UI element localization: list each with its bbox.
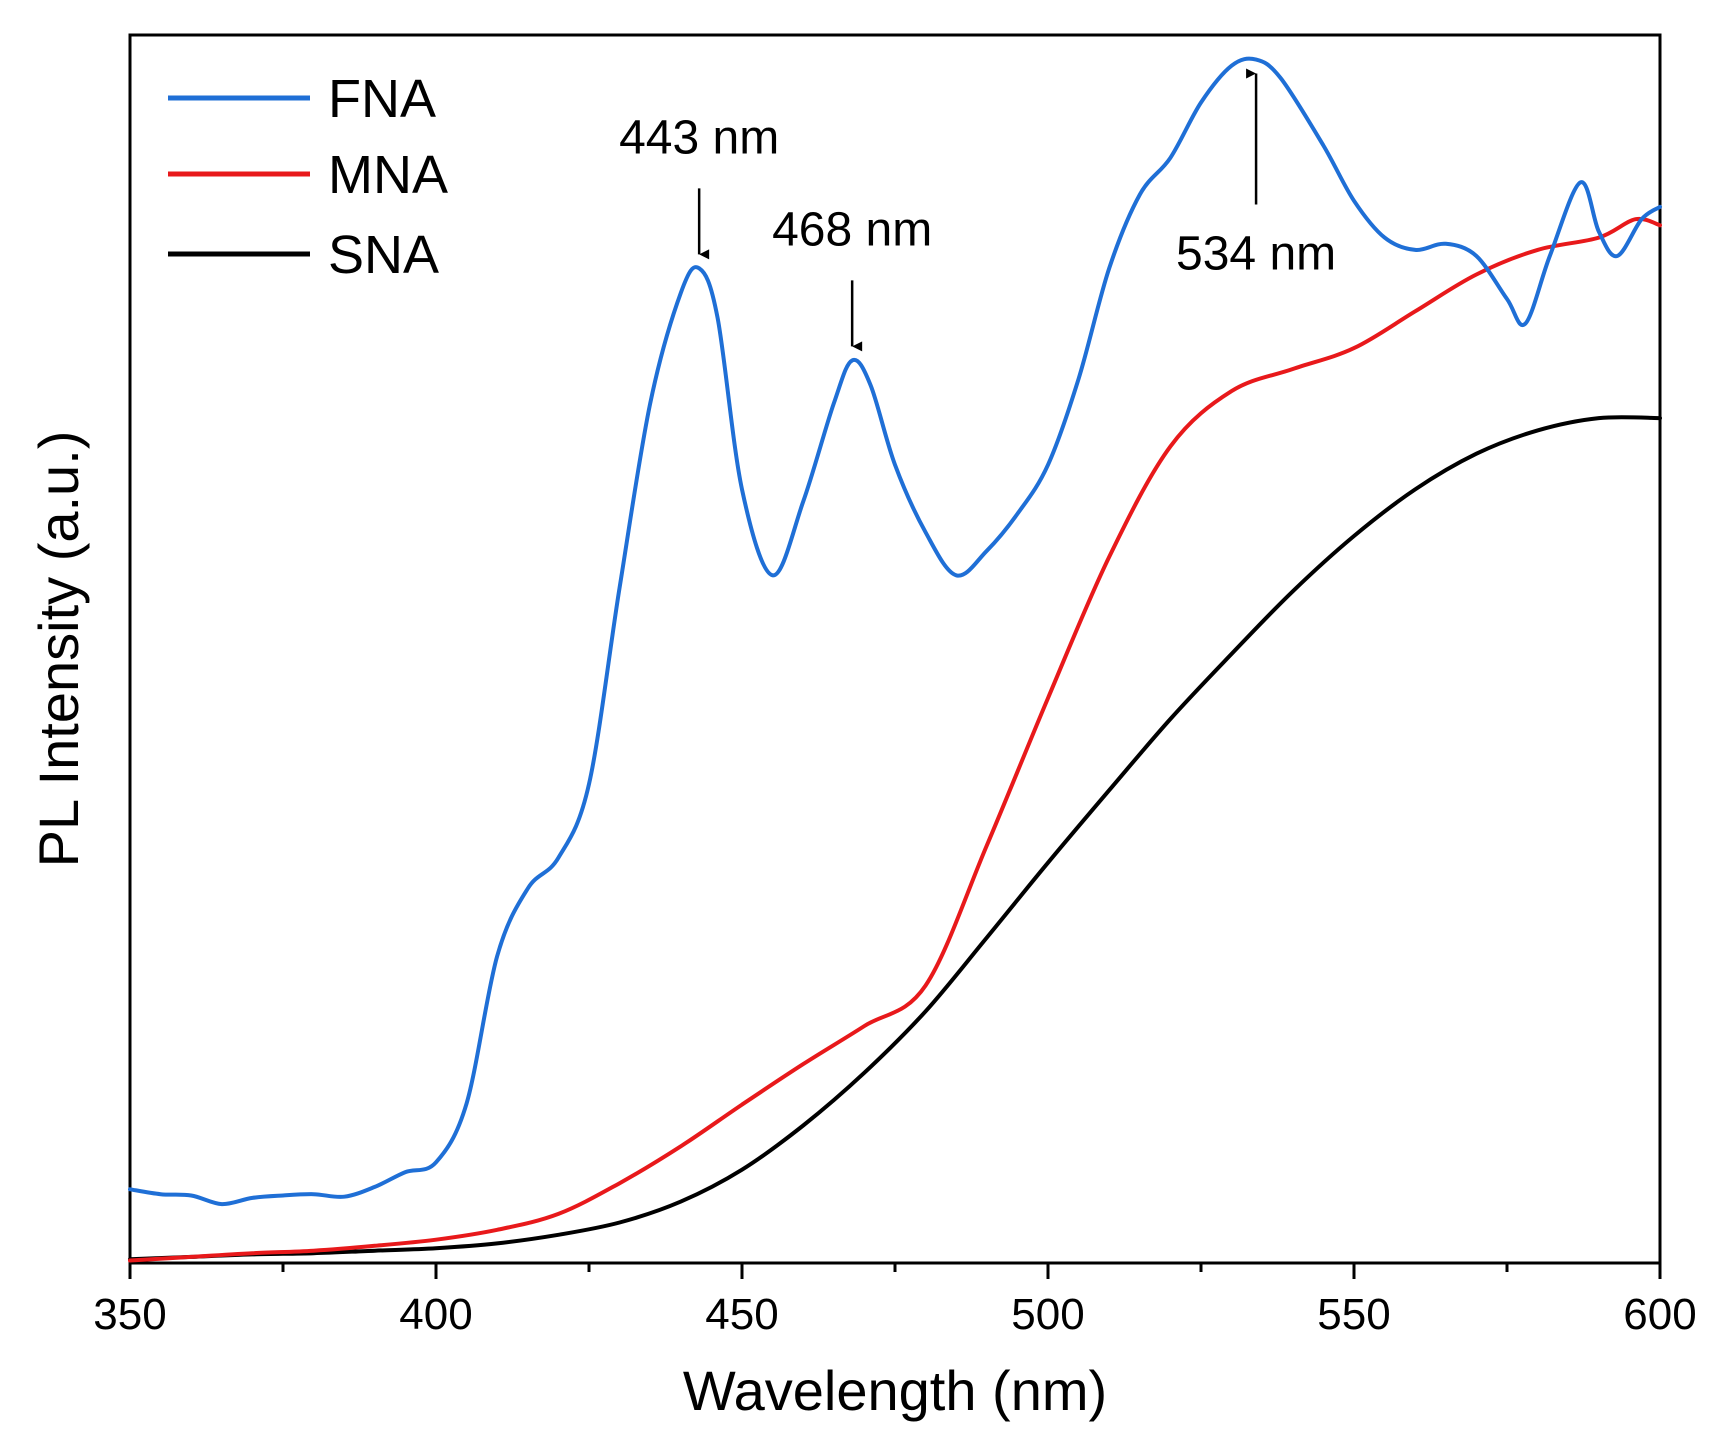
- legend-label-mna: MNA: [328, 145, 448, 205]
- series-layer: [128, 56, 1662, 1263]
- x-tick-label-550: 550: [1317, 1290, 1390, 1339]
- annotation-label-443-nm: 443 nm: [619, 111, 779, 164]
- x-axis-title: Wavelength (nm): [683, 1359, 1107, 1422]
- x-axis: 350 400 450 500 550 600: [93, 1263, 1697, 1339]
- y-axis-title: PL Intensity (a.u.): [27, 431, 90, 868]
- annotation-label-534-nm: 534 nm: [1176, 228, 1336, 281]
- x-tick-label-350: 350: [93, 1290, 166, 1339]
- x-tick-label-500: 500: [1011, 1290, 1084, 1339]
- legend: FNA MNA SNA: [168, 69, 448, 285]
- legend-label-sna: SNA: [328, 225, 439, 285]
- x-tick-label-600: 600: [1623, 1290, 1696, 1339]
- annotation-layer: 443 nm 468 nm 534 nm: [619, 68, 1336, 352]
- x-tick-label-450: 450: [705, 1290, 778, 1339]
- series-line-fna: [128, 56, 1662, 1207]
- annotation-label-468-nm: 468 nm: [772, 203, 932, 256]
- x-tick-label-400: 400: [399, 1290, 472, 1339]
- series-line-sna: [128, 415, 1662, 1262]
- legend-label-fna: FNA: [328, 69, 436, 129]
- series-line-mna: [128, 216, 1662, 1263]
